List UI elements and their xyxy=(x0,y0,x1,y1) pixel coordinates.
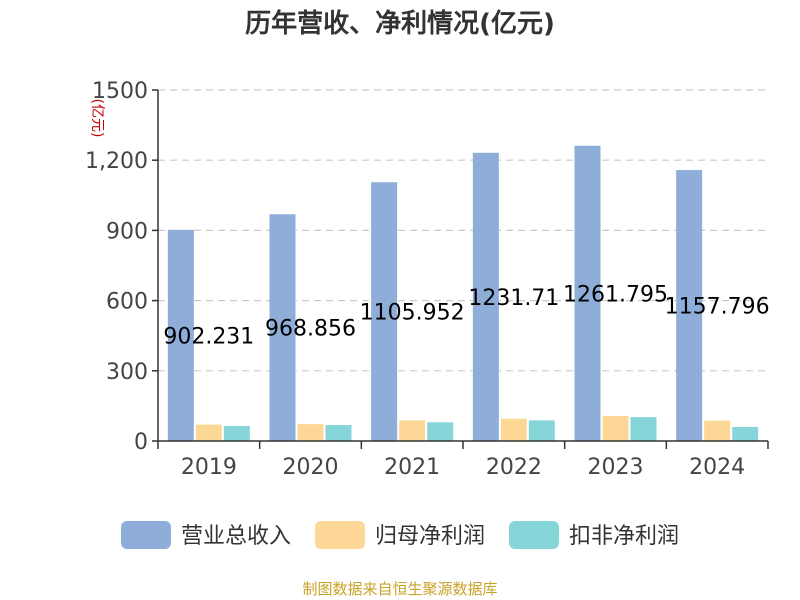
legend-swatch xyxy=(315,521,365,549)
bar xyxy=(399,420,426,441)
bar xyxy=(297,424,324,441)
bar xyxy=(269,214,296,441)
x-tick-label: 2019 xyxy=(181,455,237,480)
x-tick-label: 2021 xyxy=(384,455,440,480)
y-tick-label: 0 xyxy=(134,430,148,455)
data-label: 1261.795 xyxy=(563,282,668,307)
bar xyxy=(574,145,601,441)
y-tick-label: 1,200 xyxy=(85,149,148,174)
chart-title: 历年营收、净利情况(亿元) xyxy=(245,8,555,39)
bar xyxy=(371,182,398,442)
data-label: 1105.952 xyxy=(360,301,465,326)
bar xyxy=(676,170,703,441)
axes: 0 300 600 900 1,200 1500 2019 2020 2021 2022 2023 2… xyxy=(85,79,769,480)
bar xyxy=(223,426,250,441)
x-tick-label: 2024 xyxy=(689,455,745,480)
legend-item: 营业总收入 xyxy=(121,521,291,549)
bar xyxy=(528,420,555,441)
bar xyxy=(500,418,527,441)
legend: 营业总收入 归母净利润 扣非净利润 xyxy=(121,521,679,549)
gridlines xyxy=(158,89,768,372)
legend-label: 扣非净利润 xyxy=(569,524,679,549)
bar xyxy=(195,424,222,441)
bar xyxy=(732,426,759,441)
y-axis-unit-label: (亿元) xyxy=(89,99,105,138)
data-label: 1157.796 xyxy=(665,295,770,320)
data-label: 968.856 xyxy=(265,317,356,342)
legend-item: 归母净利润 xyxy=(315,521,485,549)
legend-label: 营业总收入 xyxy=(181,524,291,549)
y-tick-label: 900 xyxy=(106,219,148,244)
bar xyxy=(704,420,731,441)
x-tick-label: 2020 xyxy=(283,455,339,480)
x-tick-label: 2022 xyxy=(486,455,542,480)
bar xyxy=(630,417,657,441)
legend-swatch xyxy=(121,521,171,549)
y-tick-label: 300 xyxy=(106,360,148,385)
legend-label: 归母净利润 xyxy=(375,524,485,549)
legend-swatch xyxy=(509,521,559,549)
data-label: 1231.71 xyxy=(468,286,559,311)
bars xyxy=(167,145,759,442)
bar xyxy=(167,229,194,441)
data-label: 902.231 xyxy=(163,324,254,349)
legend-item: 扣非净利润 xyxy=(509,521,679,549)
bar xyxy=(325,425,352,441)
y-tick-label: 1500 xyxy=(92,79,148,104)
x-tick-label: 2023 xyxy=(588,455,644,480)
bar xyxy=(602,415,629,441)
y-tick-label: 600 xyxy=(106,290,148,315)
bar xyxy=(427,422,454,441)
source-note: 制图数据来自恒生聚源数据库 xyxy=(302,580,497,598)
bar xyxy=(472,152,499,442)
